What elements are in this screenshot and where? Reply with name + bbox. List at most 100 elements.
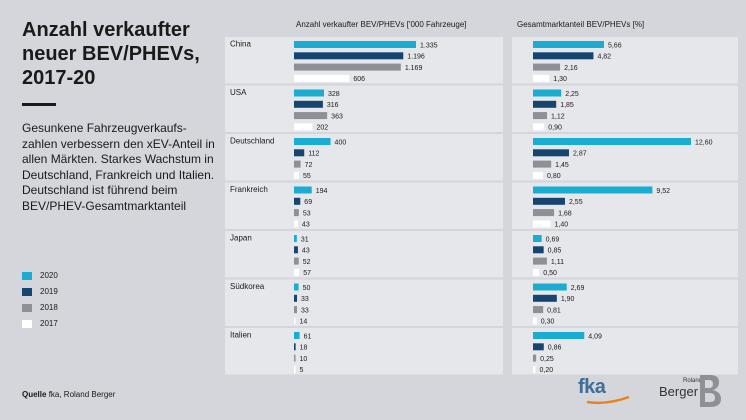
bar-suedkorea-2017-sales xyxy=(294,317,296,325)
data-label: 0,86 xyxy=(548,345,562,352)
legend-item-2020: 2020 xyxy=(22,268,58,283)
bar-frankreich-2020-share xyxy=(533,186,653,194)
data-label: 1,12 xyxy=(551,113,565,120)
group-box-italien xyxy=(225,328,503,375)
description-text: Gesunkene Fahrzeugverkaufs-zahlen verbes… xyxy=(22,121,215,213)
data-label: 1,68 xyxy=(558,210,572,217)
data-label: 55 xyxy=(303,173,311,180)
legend-swatch xyxy=(22,271,32,280)
bar-usa-2019-share xyxy=(533,100,557,108)
data-label: 18 xyxy=(300,345,308,352)
bar-japan-2017-sales xyxy=(294,268,300,276)
data-label: 0,50 xyxy=(543,270,557,277)
bar-deutschland-2017-sales xyxy=(294,171,300,179)
legend-label: 2019 xyxy=(40,287,58,296)
bar-deutschland-2019-sales xyxy=(294,149,305,157)
data-label: 0,30 xyxy=(541,319,555,326)
country-label-italien: Italien xyxy=(230,331,251,340)
bar-italien-2018-sales xyxy=(294,354,296,362)
source-text: fka, Roland Berger xyxy=(48,390,116,399)
data-label: 400 xyxy=(335,139,347,146)
bar-deutschland-2018-sales xyxy=(294,160,301,168)
data-label: 202 xyxy=(316,125,328,132)
country-label-usa: USA xyxy=(230,88,247,97)
bar-italien-2019-share xyxy=(533,343,544,351)
data-label: 1,40 xyxy=(555,222,569,229)
data-label: 328 xyxy=(328,91,340,98)
data-label: 2,87 xyxy=(573,151,587,158)
data-label: 61 xyxy=(304,333,312,340)
bar-frankreich-2017-share xyxy=(533,220,551,228)
data-label: 9,52 xyxy=(656,188,670,195)
group-box-frankreich xyxy=(225,182,503,229)
bar-deutschland-2018-share xyxy=(533,160,552,168)
bar-frankreich-2020-sales xyxy=(294,186,312,194)
bar-italien-2017-sales xyxy=(294,365,296,373)
data-label: 2,69 xyxy=(571,285,585,292)
bar-china-2020-sales xyxy=(294,41,416,48)
data-label: 43 xyxy=(302,222,310,229)
bar-deutschland-2019-share xyxy=(533,149,569,157)
panel-title-sales: Anzahl verkaufter BEV/PHEVs ['000 Fahrze… xyxy=(296,20,467,29)
legend-item-2018: 2018 xyxy=(22,300,58,315)
bar-italien-2020-share xyxy=(533,332,585,339)
bar-china-2017-share xyxy=(533,74,550,82)
data-label: 194 xyxy=(316,188,328,195)
bar-usa-2017-sales xyxy=(294,123,313,131)
bar-china-2019-share xyxy=(533,52,594,60)
bar-japan-2020-sales xyxy=(294,235,297,242)
bar-deutschland-2017-share xyxy=(533,171,544,179)
data-label: 53 xyxy=(303,210,311,217)
legend-item-2017: 2017 xyxy=(22,316,58,331)
legend-swatch xyxy=(22,319,32,328)
data-label: 112 xyxy=(308,151,319,158)
bar-japan-2019-sales xyxy=(294,246,298,254)
data-label: 1,90 xyxy=(561,296,575,303)
group-box-japan xyxy=(225,231,503,278)
data-label: 2,55 xyxy=(569,199,583,206)
data-label: 43 xyxy=(302,248,310,255)
legend-swatch xyxy=(22,303,32,312)
data-label: 1,85 xyxy=(560,102,574,109)
bar-usa-2018-share xyxy=(533,112,548,120)
bar-usa-2020-share xyxy=(533,89,562,97)
data-label: 69 xyxy=(304,199,312,206)
data-label: 0,25 xyxy=(540,356,554,363)
legend-item-2019: 2019 xyxy=(22,284,58,299)
bar-japan-2017-share xyxy=(533,268,540,276)
data-label: 606 xyxy=(353,76,365,83)
bar-suedkorea-2018-share xyxy=(533,306,544,314)
data-label: 363 xyxy=(331,113,343,120)
bar-frankreich-2019-share xyxy=(533,197,565,205)
country-label-japan: Japan xyxy=(230,234,252,243)
data-label: 1,45 xyxy=(555,162,569,169)
data-label: 2,16 xyxy=(564,65,578,72)
fka-logo-swoosh-icon xyxy=(586,395,630,405)
bar-italien-2018-share xyxy=(533,354,537,362)
data-label: 0,85 xyxy=(548,248,562,255)
data-label: 50 xyxy=(303,285,311,292)
bar-italien-2020-sales xyxy=(294,332,300,339)
legend: 2020 2019 2018 2017 xyxy=(22,268,58,332)
data-label: 316 xyxy=(327,102,339,109)
data-label: 2,25 xyxy=(565,91,579,98)
bar-japan-2018-sales xyxy=(294,257,299,265)
data-label: 33 xyxy=(301,307,309,314)
page-title: Anzahl verkaufter neuer BEV/PHEVs, 2017-… xyxy=(22,19,200,89)
country-label-china: China xyxy=(230,40,251,49)
roland-berger-logo-text: Berger xyxy=(659,384,699,399)
data-label: 1.335 xyxy=(420,42,438,49)
group-box-usa xyxy=(225,85,503,132)
legend-swatch xyxy=(22,287,32,296)
bar-deutschland-2020-share xyxy=(533,138,691,145)
bar-usa-2018-sales xyxy=(294,112,328,120)
group-box-deutschland xyxy=(225,134,503,181)
bar-frankreich-2019-sales xyxy=(294,197,301,205)
title-divider xyxy=(22,103,56,106)
data-label: 1,11 xyxy=(551,259,564,266)
bar-italien-2017-share xyxy=(533,365,536,373)
country-label-deutschland: Deutschland xyxy=(230,137,274,146)
bar-suedkorea-2020-share xyxy=(533,283,567,291)
data-label: 4,09 xyxy=(588,333,602,340)
